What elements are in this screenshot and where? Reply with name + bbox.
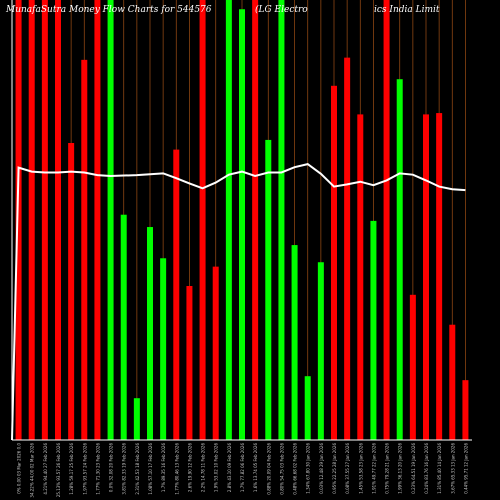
bar [186,286,193,440]
x-tick-label: 0.44% 95.71 12 Jan 2026 [463,443,468,494]
bar [81,59,88,441]
x-tick-label: 0.24% 83.76 16 Jan 2026 [424,443,429,494]
bar [212,266,219,440]
bar [199,0,206,440]
axes [11,0,472,441]
volume-line [11,163,466,441]
bar [120,214,127,440]
bar [331,85,337,441]
x-tick-label: 0.0% 32.08 20 Feb 2026 [109,443,114,493]
bar [409,294,416,440]
x-tick-label: 2.8% 43.10 09 Feb 2026 [227,443,232,493]
bar [344,57,351,440]
x-tick-label: 0% 0.00 03 Mar 2026 0.0 [17,443,22,494]
chart-title: MunafaSutra Money Flow Charts for 544576… [5,4,440,15]
x-tick-label: 4.21% 94.40 27 Feb 2026 [43,443,48,495]
bar [225,0,232,440]
x-tick-label: 0.95% 22.25 28 Jan 2026 [332,443,337,494]
bar [370,220,377,440]
x-tick-label: 1.97% 93.57 24 Feb 2026 [82,443,87,495]
title-part-2: (LG Electro [255,4,308,15]
x-tick-label: 1.7% 89.35 16 Feb 2026 [161,443,166,493]
bar [68,143,75,440]
x-tick-label: 1.77% 71.30 23 Feb 2026 [95,443,100,495]
bar [252,0,259,440]
x-tick-label: 1.08% 57.10 17 Feb 2026 [148,443,153,495]
bar [383,0,390,440]
x-tick-label: 1.34% 67.80 30 Jan 2026 [306,443,311,494]
x-tick-label: 1.91% 49.77 22 Jan 2026 [371,443,376,494]
x-tick-labels: 0% 0.00 03 Mar 2026 0.0 34.22% 44.00 02 M… [17,443,469,498]
x-tick-label: 1.45% 53.58 23 Jan 2026 [358,443,363,494]
x-tick-label: 2.2% 14.78 11 Feb 2026 [201,443,206,493]
bar [41,0,48,440]
title-part-1: MunafaSutra Money Flow Charts for 544576 [5,5,212,15]
bar [462,380,469,440]
bar [133,398,140,440]
bar [94,0,101,440]
bar-series [15,0,469,441]
bar [317,262,324,440]
bar [173,149,180,440]
x-tick-label: 0.80% 54.75 03 Feb 2026 [279,443,284,495]
bar [291,245,298,440]
bar [357,114,364,441]
x-tick-label: 3.81% 82.33 19 Feb 2026 [122,443,127,495]
volume-line-layer [11,163,466,441]
x-tick-label: 0.75% 79.28 21 Jan 2026 [385,443,390,494]
x-tick-label: 2.6% 19.90 12 Feb 2026 [187,443,192,493]
x-tick-label: 1.77% 80.46 13 Feb 2026 [174,443,179,495]
bar [160,258,167,440]
x-tick-label: 0.03% 12.48 29 Jan 2026 [319,443,324,494]
bar [436,113,443,440]
x-tick-label: 0.88% 20.09 04 Feb 2026 [266,443,271,495]
x-tick-label: 1.7% 77.82 06 Feb 2026 [240,443,245,493]
bar [304,376,311,440]
x-tick-label: 0.48% 66.68 02 Feb 2026 [293,443,298,495]
x-tick-label: 0.08% 37.55 27 Jan 2026 [345,443,350,494]
bar [15,0,22,440]
bar [107,0,114,440]
bar [147,227,153,440]
x-tick-label: 0.23% 64.51 19 Jan 2026 [411,443,416,494]
bar [423,114,429,441]
bar [265,139,272,441]
bar [239,9,245,441]
x-tick-label: 1.28% 59.17 25 Feb 2026 [69,443,74,495]
x-tick-label: 25.13% 93.57 26 Feb 2026 [56,443,61,498]
bar [55,0,61,440]
x-tick-label: 2.31% 42.53 18 Feb 2026 [135,443,140,495]
x-tick-label: 3.67% 65.33 13 Jan 2026 [450,443,455,494]
x-tick-label: 1.31% 85.40 14 Jan 2026 [437,443,442,494]
x-tick-label: 1.99% 36.13 20 Jan 2026 [398,443,403,494]
x-tick-label: 1.9% 53.02 10 Feb 2026 [214,443,219,493]
title-part-3: ics India Limit [374,5,440,15]
bar [396,79,403,440]
bar [449,324,456,440]
bar [28,0,35,440]
x-tick-label: 1.6% 13.74 05 Feb 2026 [253,443,258,493]
bar [278,0,285,440]
x-tick-label: 34.22% 44.00 02 Mar 2026 [30,443,35,498]
